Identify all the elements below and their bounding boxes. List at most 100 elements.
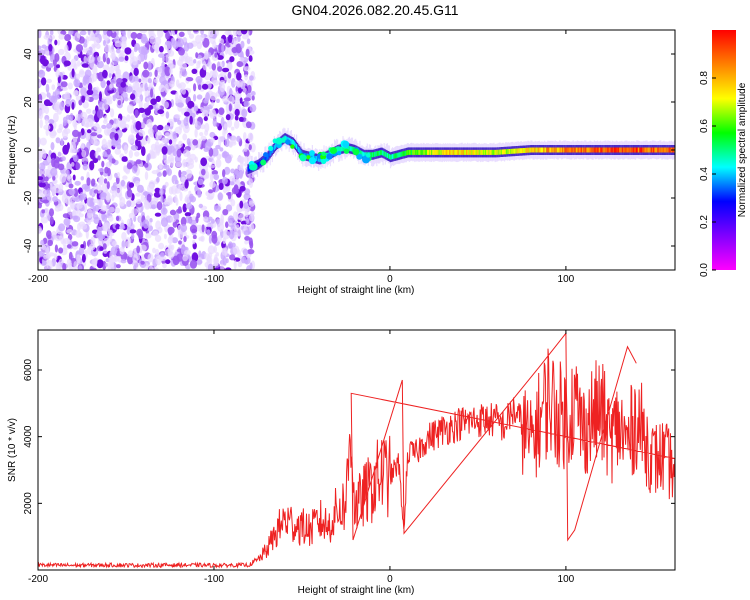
signal-core	[654, 147, 657, 153]
signal-core	[635, 147, 638, 153]
noise-cell	[218, 107, 225, 115]
noise-cell	[100, 205, 108, 212]
noise-cell	[129, 229, 137, 234]
signal-blob	[320, 158, 327, 165]
noise-cell	[45, 83, 50, 93]
noise-cell	[158, 242, 165, 250]
noise-cell	[229, 254, 236, 261]
noise-cell	[221, 247, 229, 256]
noise-cell	[51, 186, 57, 196]
noise-cell	[102, 64, 110, 71]
signal-core	[268, 152, 270, 158]
signal-core	[430, 149, 432, 155]
noise-cell	[76, 254, 81, 264]
signal-core	[344, 145, 346, 151]
noise-cell	[38, 182, 46, 188]
noise-cell	[146, 118, 153, 128]
signal-core	[628, 147, 630, 153]
signal-core	[644, 147, 646, 153]
signal-core	[538, 147, 540, 153]
noise-cell	[114, 40, 123, 48]
noise-cell	[77, 113, 81, 124]
noise-cell	[102, 69, 108, 79]
signal-core	[298, 147, 300, 152]
y-tick-label: 20	[23, 96, 34, 108]
noise-cell	[153, 78, 159, 84]
signal-core	[389, 154, 392, 160]
signal-blob	[285, 139, 291, 145]
noise-cell	[56, 64, 60, 69]
signal-core	[425, 149, 427, 155]
noise-cell	[197, 178, 204, 185]
noise-cell	[54, 235, 62, 242]
noise-cell	[226, 134, 230, 140]
noise-cell	[163, 233, 167, 240]
signal-core	[584, 147, 586, 153]
noise-cell	[89, 188, 93, 196]
noise-cell	[116, 143, 122, 150]
signal-core	[505, 149, 507, 155]
noise-cell	[92, 157, 99, 164]
noise-cell	[39, 188, 47, 197]
noise-cell	[228, 141, 233, 148]
noise-cell	[140, 138, 145, 148]
noise-cell	[38, 151, 43, 160]
y-tick-label: 40	[23, 48, 34, 60]
signal-core	[642, 147, 644, 153]
signal-core	[618, 147, 620, 153]
noise-cell	[192, 234, 197, 240]
noise-cell	[183, 149, 190, 157]
colorbar-label: Normalized spectral amplitude	[737, 82, 748, 217]
noise-cell	[225, 204, 233, 212]
signal-core	[556, 147, 558, 153]
noise-cell	[43, 124, 51, 131]
noise-cell	[225, 221, 229, 228]
signal-core	[431, 149, 433, 155]
noise-cell	[38, 137, 41, 147]
noise-cell	[103, 115, 108, 122]
noise-cell	[249, 104, 257, 113]
signal-core	[487, 149, 489, 155]
noise-cell	[180, 224, 188, 233]
noise-cell	[54, 53, 60, 62]
noise-cell	[173, 114, 181, 119]
noise-cell	[206, 223, 211, 228]
signal-core	[609, 147, 611, 153]
noise-cell	[110, 78, 118, 84]
noise-cell	[247, 132, 254, 143]
signal-core	[270, 149, 272, 155]
signal-core	[414, 149, 416, 155]
noise-cell	[208, 61, 213, 70]
noise-cell	[185, 55, 191, 64]
signal-core	[521, 148, 524, 154]
noise-cell	[101, 183, 108, 193]
noise-cell	[234, 99, 241, 104]
noise-cell	[174, 30, 178, 35]
noise-cell	[199, 224, 203, 234]
noise-cell	[121, 36, 127, 45]
noise-cell	[232, 30, 238, 37]
noise-cell	[130, 32, 138, 39]
noise-cell	[210, 101, 215, 107]
noise-cell	[74, 180, 81, 186]
signal-core	[385, 152, 387, 158]
noise-cell	[233, 259, 237, 270]
noise-cell	[145, 232, 152, 239]
noise-cell	[154, 187, 161, 193]
noise-cell	[224, 46, 229, 55]
noise-cell	[184, 179, 189, 189]
noise-cell	[139, 221, 144, 227]
noise-cell	[111, 30, 115, 33]
noise-cell	[212, 70, 219, 78]
noise-cell	[231, 37, 239, 45]
noise-cell	[99, 175, 104, 186]
signal-core	[285, 136, 287, 142]
noise-cell	[144, 107, 151, 116]
noise-cell	[42, 150, 47, 159]
noise-cell	[227, 71, 232, 79]
signal-blob	[321, 151, 326, 157]
signal-core	[259, 161, 261, 166]
signal-core	[549, 147, 551, 153]
signal-core	[480, 149, 482, 155]
noise-cell	[81, 253, 86, 263]
